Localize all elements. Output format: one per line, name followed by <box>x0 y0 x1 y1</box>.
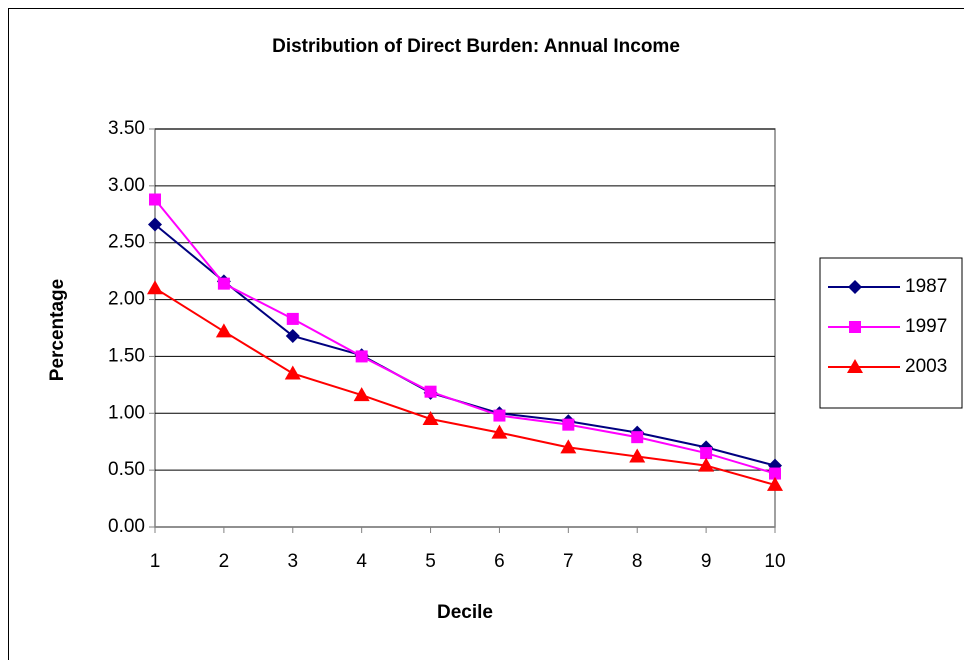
x-tick-label: 1 <box>150 551 161 572</box>
chart-title: Distribution of Direct Burden: Annual In… <box>272 36 680 57</box>
x-tick-label: 3 <box>287 551 298 572</box>
point <box>285 328 300 343</box>
x-tick-label: 7 <box>563 551 574 572</box>
y-tick-label: 0.50 <box>108 459 145 480</box>
x-tick-label: 5 <box>425 551 436 572</box>
x-tick-label: 8 <box>632 551 643 572</box>
point <box>149 193 161 206</box>
legend-label: 2003 <box>905 356 947 377</box>
legend-marker <box>849 321 861 333</box>
x-axis-label: Decile <box>437 602 493 623</box>
point <box>424 385 437 398</box>
y-tick-label: 3.50 <box>108 118 145 139</box>
point <box>353 387 370 402</box>
y-tick-label: 1.50 <box>108 345 145 366</box>
x-tick-label: 10 <box>764 551 785 572</box>
point <box>491 424 508 439</box>
x-tick-label: 4 <box>356 551 367 572</box>
point <box>493 409 506 422</box>
point <box>560 439 577 454</box>
legend <box>819 257 963 409</box>
y-tick-label: 3.00 <box>108 175 145 196</box>
point <box>148 217 162 232</box>
point <box>355 350 368 363</box>
point <box>217 277 230 290</box>
series-line <box>154 198 776 475</box>
y-tick-label: 2.00 <box>108 289 145 310</box>
legend-marker <box>847 359 863 373</box>
point <box>631 431 644 444</box>
series-line <box>154 287 776 486</box>
point <box>562 418 575 431</box>
y-axis-label: Percentage <box>47 279 68 381</box>
point <box>284 365 301 380</box>
point <box>422 410 439 425</box>
point <box>286 312 299 325</box>
point <box>700 447 713 460</box>
legend-marker <box>848 280 862 294</box>
legend-label: 1987 <box>905 276 947 297</box>
y-tick-label: 2.50 <box>108 232 145 253</box>
point <box>215 323 232 338</box>
plot-area <box>154 128 776 528</box>
point <box>767 476 783 491</box>
point <box>769 467 781 480</box>
y-tick-label: 0.00 <box>108 516 145 537</box>
point <box>147 280 163 295</box>
x-tick-label: 6 <box>494 551 505 572</box>
x-tick-label: 9 <box>701 551 712 572</box>
x-tick-label: 2 <box>219 551 230 572</box>
legend-label: 1997 <box>905 316 947 337</box>
y-tick-label: 1.00 <box>108 402 145 423</box>
point <box>698 457 715 472</box>
point <box>629 448 646 463</box>
